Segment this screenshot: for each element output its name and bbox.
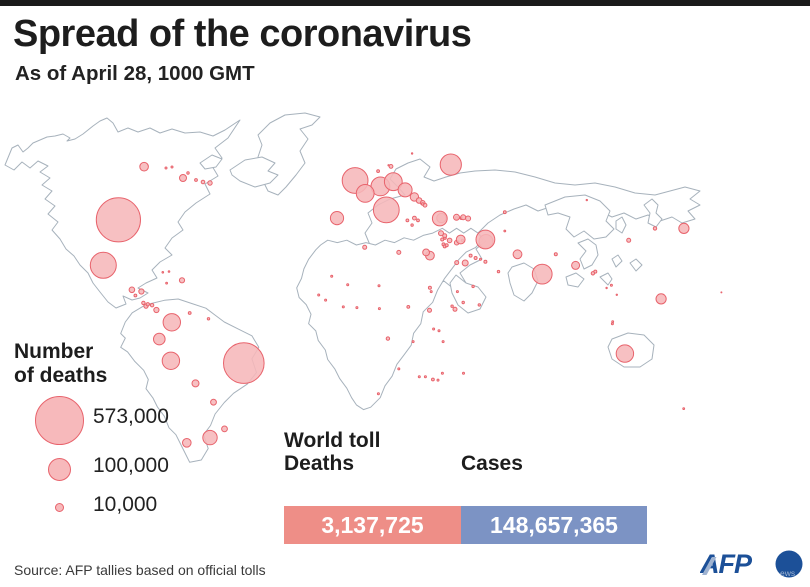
svg-text:ews: ews — [780, 568, 795, 578]
svg-text:AFP: AFP — [700, 549, 753, 579]
